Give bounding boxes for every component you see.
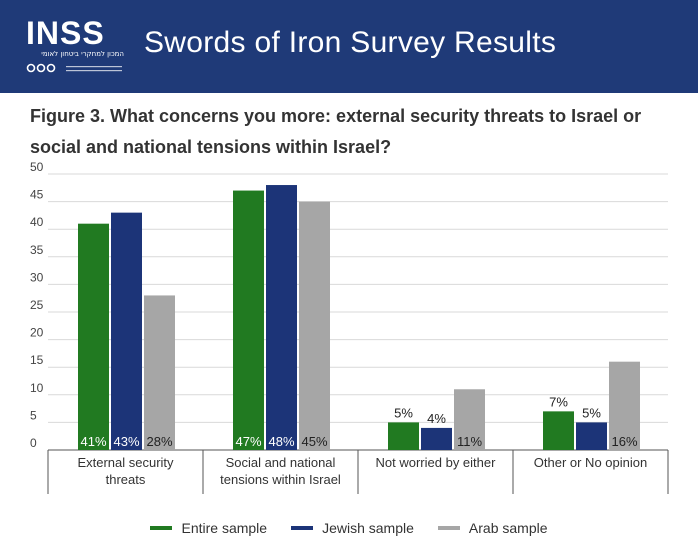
bar-chart: 0 5 10 15 20 25 30 35 40 45 50 41% 43% 28% External se… (30, 160, 669, 494)
legend-item-arab: Arab sample (437, 520, 548, 536)
legend-item-jewish: Jewish sample (291, 520, 414, 536)
category-label-social-tensions: Social and national tensions within Israe… (220, 455, 341, 487)
data-label-external-threats-jewish: 43% (113, 434, 139, 449)
data-label-external-threats-arab: 28% (146, 434, 172, 449)
bar-social-tensions-jewish (266, 185, 297, 450)
bar-other-no-opinion-arab (609, 361, 640, 450)
legend-swatch-jewish (291, 526, 314, 530)
data-label-other-no-opinion-arab: 16% (611, 434, 637, 449)
logo-text: INSS (26, 15, 105, 51)
y-tick-label-25: 25 (30, 298, 44, 312)
bar-not-worried-jewish (421, 427, 452, 450)
data-label-social-tensions-entire: 47% (235, 434, 261, 449)
data-label-other-no-opinion-jewish: 5% (582, 405, 601, 420)
bar-not-worried-arab (454, 389, 485, 450)
bar-not-worried-entire (388, 422, 419, 450)
y-tick-label-10: 10 (30, 381, 44, 395)
bar-external-threats-arab (144, 295, 175, 450)
legend-label-arab: Arab sample (468, 520, 548, 536)
y-tick-label-30: 30 (30, 270, 44, 284)
inss-logo: INSS המכון למחקרי ביטחון לאומי (26, 15, 124, 73)
bar-other-no-opinion-jewish (576, 422, 607, 450)
legend-item-entire: Entire sample (150, 520, 267, 536)
bar-other-no-opinion-entire (543, 411, 574, 450)
y-tick-label-40: 40 (30, 215, 44, 229)
header-title: Swords of Iron Survey Results (144, 26, 557, 59)
bar-social-tensions-entire (233, 190, 264, 450)
category-label-external-threats: External security threats (77, 455, 174, 487)
category-label-other-no-opinion: Other or No opinion (534, 455, 647, 470)
figure-title: Figure 3. What concerns you more: extern… (30, 106, 642, 157)
header-banner: INSS המכון למחקרי ביטחון לאומי Swords of… (0, 0, 698, 93)
data-label-social-tensions-arab: 45% (301, 434, 327, 449)
data-label-social-tensions-jewish: 48% (268, 434, 294, 449)
y-tick-label-15: 15 (30, 353, 44, 367)
data-label-not-worried-arab: 11% (457, 434, 482, 449)
bar-external-threats-jewish (111, 212, 142, 450)
logo-subtext: המכון למחקרי ביטחון לאומי (41, 50, 124, 58)
data-label-external-threats-entire: 41% (80, 434, 106, 449)
y-tick-label-20: 20 (30, 326, 44, 340)
category-label-not-worried: Not worried by either (376, 455, 497, 470)
legend-label-entire: Entire sample (181, 520, 268, 536)
bar-social-tensions-arab (299, 201, 330, 450)
y-tick-label-0: 0 (30, 436, 37, 450)
legend-label-jewish: Jewish sample (322, 520, 414, 536)
data-label-other-no-opinion-entire: 7% (549, 394, 568, 409)
chart-legend: Entire sample Jewish sample Arab sample (0, 520, 698, 536)
legend-swatch-arab (437, 526, 460, 530)
y-tick-label-35: 35 (30, 243, 44, 257)
y-tick-label-45: 45 (30, 188, 44, 202)
bar-external-threats-entire (78, 223, 109, 450)
y-tick-label-50: 50 (30, 160, 44, 174)
y-tick-label-5: 5 (30, 408, 37, 422)
legend-swatch-entire (150, 526, 173, 530)
data-label-not-worried-entire: 5% (394, 405, 413, 420)
data-label-not-worried-jewish: 4% (427, 411, 446, 426)
